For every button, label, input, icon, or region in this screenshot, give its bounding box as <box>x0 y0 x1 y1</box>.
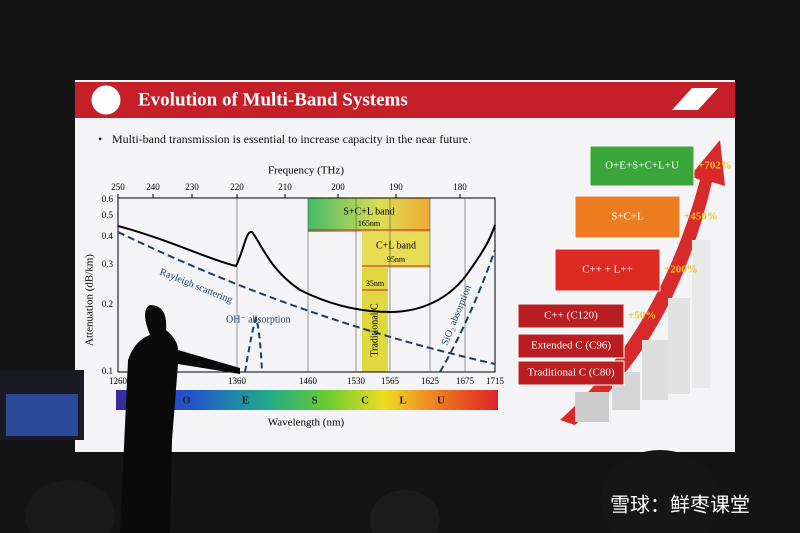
scl-band <box>308 198 430 232</box>
y-tick-label: 0.4 <box>102 231 114 241</box>
top-axis-label: Frequency (THz) <box>268 165 344 177</box>
bottom-tick-label: 1530 <box>347 376 366 386</box>
sio2-curve <box>439 249 496 373</box>
growth-label: C++ + L++ <box>582 264 633 276</box>
plot-frame <box>117 197 496 373</box>
cylinder <box>692 240 710 388</box>
bottom-tick-label: 1715 <box>486 376 505 386</box>
growth-gain: +200% <box>664 264 698 276</box>
oh-curve <box>244 314 263 373</box>
top-tick-label: 200 <box>331 182 345 192</box>
growth-gain: +50% <box>628 310 656 322</box>
trad-c-label: Traditional C <box>369 303 380 357</box>
cylinder <box>668 298 690 394</box>
bottom-tick-label: 1460 <box>299 376 318 386</box>
growth-box <box>554 248 661 292</box>
cl-band <box>362 232 430 268</box>
attenuation-curve <box>117 224 496 314</box>
growth-label: S+C+L <box>611 211 644 223</box>
cl-width: 95nm <box>387 255 406 264</box>
y-tick-label: 0.1 <box>102 366 113 376</box>
scl-label: S+C+L band <box>343 206 394 217</box>
bottom-tick-label: 1675 <box>456 376 475 386</box>
band-letter: U <box>437 395 445 407</box>
audience <box>25 480 115 533</box>
bullet-text: Multi-band transmission is essential to … <box>112 132 471 146</box>
growth-gain: +450% <box>684 211 718 223</box>
top-tick-label: 220 <box>230 182 244 192</box>
bottom-tick-label: 1360 <box>228 376 247 386</box>
band-letter: E <box>242 395 249 407</box>
band-letter: L <box>399 395 406 407</box>
header-bar <box>75 82 735 118</box>
scl-width: 165nm <box>358 219 381 228</box>
x-axis-label: Wavelength (nm) <box>268 417 345 429</box>
growth-label: O+E+S+C+L+U <box>605 160 679 172</box>
cylinder <box>575 392 609 422</box>
c-width: 35nm <box>366 279 385 288</box>
spectrum-bar <box>116 390 498 410</box>
band-letter: S <box>311 395 317 407</box>
band-letter: O <box>182 395 191 407</box>
band-letter: C <box>361 395 369 407</box>
growth-box <box>574 195 681 239</box>
cylinder <box>642 340 668 400</box>
bullet-dot: • <box>98 132 102 146</box>
slide-title: Evolution of Multi-Band Systems <box>138 89 408 110</box>
bottom-tick-label: 1260 <box>109 376 128 386</box>
top-tick-label: 180 <box>453 182 467 192</box>
top-tick-label: 250 <box>111 182 125 192</box>
presenter <box>120 305 240 533</box>
audience <box>370 490 440 533</box>
top-tick-label: 190 <box>389 182 403 192</box>
y-tick-label: 0.3 <box>102 259 114 269</box>
growth-label: C++ (C120) <box>544 310 598 322</box>
bottom-tick-label: 1625 <box>421 376 440 386</box>
cl-label: C+L band <box>376 240 416 251</box>
side-screen-display <box>6 394 78 436</box>
growth-box <box>517 333 625 359</box>
growth-box <box>517 360 625 386</box>
audience <box>600 450 720 533</box>
growth-gain: +702% <box>698 160 732 172</box>
growth-label: Traditional C (C80) <box>528 367 615 379</box>
top-tick-label: 210 <box>278 182 292 192</box>
y-axis-label: Attenuation (dB/km) <box>84 254 96 346</box>
header-mark <box>672 88 718 110</box>
c-band <box>362 268 388 372</box>
growth-label: Extended C (C96) <box>531 340 611 352</box>
growth-arrow <box>560 140 725 425</box>
y-tick-label: 0.5 <box>102 210 114 220</box>
watermark: 雪球：鲜枣课堂 <box>610 493 750 517</box>
y-tick-label: 0.6 <box>102 194 114 204</box>
growth-box <box>589 145 695 187</box>
oh-label: OH⁻ absorption <box>226 314 290 325</box>
growth-box <box>517 303 625 329</box>
top-tick-label: 240 <box>146 182 160 192</box>
rayleigh-curve <box>117 231 496 365</box>
top-tick-label: 230 <box>185 182 199 192</box>
y-tick-label: 0.2 <box>102 299 113 309</box>
logo <box>90 84 122 116</box>
bottom-tick-label: 1565 <box>381 376 400 386</box>
